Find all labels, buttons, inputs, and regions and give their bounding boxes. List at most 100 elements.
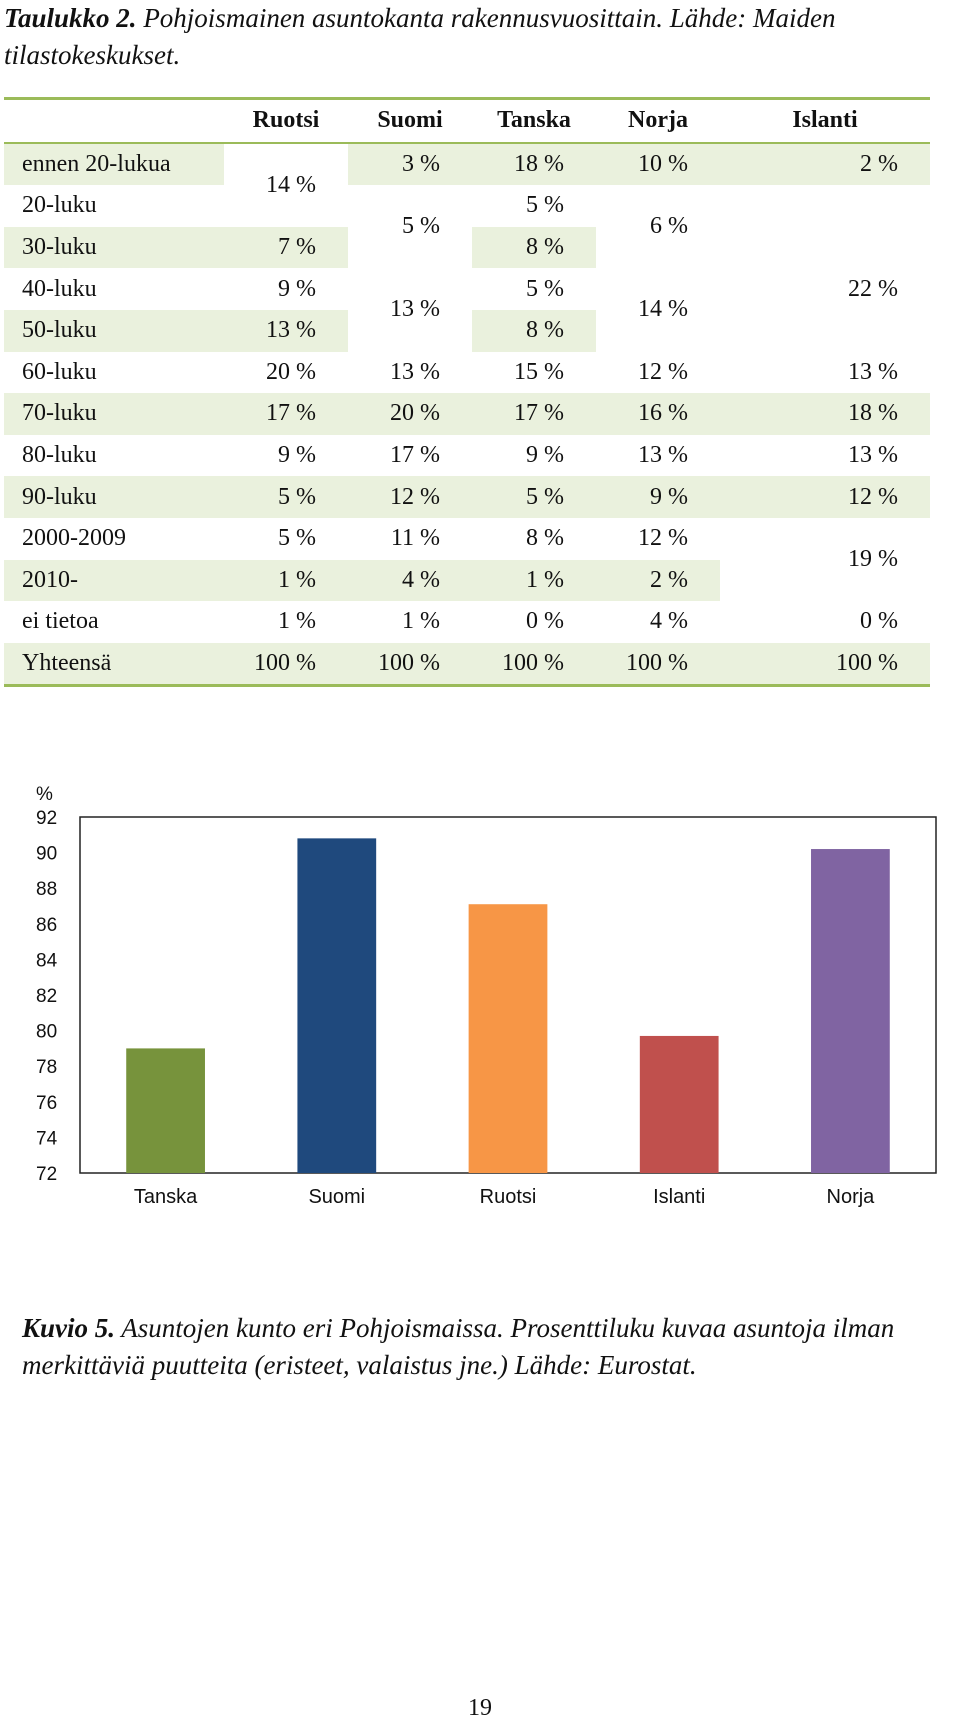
table-cell: 4 %	[348, 559, 472, 602]
row-label: 60-luku	[22, 358, 97, 385]
bars	[126, 838, 890, 1173]
table-cell: 1 %	[224, 559, 348, 602]
row-label: 40-luku	[22, 275, 97, 302]
table-cell: 5 %	[278, 525, 316, 552]
y-tick-label: 76	[36, 1093, 57, 1114]
table-cell: 15 %	[514, 358, 564, 385]
row-label: 70-luku	[4, 393, 224, 435]
row-label: Yhteensä	[4, 642, 224, 688]
table-cell: 2 %	[720, 142, 930, 186]
page-number: 19	[468, 1695, 492, 1721]
table-cell: 100 %	[472, 642, 596, 688]
table-row: 20-luku 5 % 5 % 6 %	[4, 185, 930, 239]
row-label: 90-luku	[4, 476, 224, 518]
table-cell: 1 %	[472, 559, 596, 602]
table-row: 70-luku 17 % 20 % 17 % 16 % 18 %	[4, 393, 930, 435]
table-caption-text: Pohjoismainen asuntokanta rakennusvuosit…	[4, 3, 836, 70]
y-axis-ticks: 92 90 88 86 84 82 80 78 76 74 72	[36, 808, 58, 1185]
row-label: 20-luku	[22, 192, 97, 219]
table-cell: 16 %	[596, 393, 720, 435]
row-label: 50-luku	[4, 309, 224, 352]
table-row: ennen 20-lukua 14 % 3 % 18 % 10 % 2 %	[4, 142, 930, 198]
table-cell: 100 %	[720, 642, 930, 688]
table-cell: 14 %	[638, 296, 688, 323]
table-cell-empty	[720, 185, 930, 227]
y-axis-label: %	[36, 784, 53, 805]
table-cell: 13 %	[390, 358, 440, 385]
table-cell: 11 %	[390, 525, 440, 552]
table-cell: 13 %	[848, 358, 898, 385]
header-cell-norja: Norja	[596, 96, 720, 144]
row-label: 80-luku	[22, 442, 97, 469]
row-label: 30-luku	[4, 226, 224, 269]
table-cell: 8 %	[526, 525, 564, 552]
bar-suomi	[297, 838, 377, 1173]
table-row: 90-luku 5 % 12 % 5 % 9 % 12 %	[4, 476, 930, 518]
table-cell: 13 %	[848, 442, 898, 469]
table-cell: 100 %	[348, 642, 472, 688]
y-tick-label: 74	[36, 1128, 58, 1149]
table-cell: 17 %	[472, 393, 596, 435]
table-cell: 17 %	[224, 393, 348, 435]
y-tick-label: 82	[36, 986, 57, 1007]
x-tick-label: Islanti	[653, 1186, 705, 1208]
bar-islanti	[639, 1035, 719, 1173]
header-cell-ruotsi: Ruotsi	[224, 96, 348, 144]
table-cell: 10 %	[596, 142, 720, 186]
table-row-total: Yhteensä 100 % 100 % 100 % 100 % 100 %	[4, 642, 930, 688]
figure-caption-text: Asuntojen kunto eri Pohjoismaissa. Prose…	[22, 1313, 895, 1380]
table-cell: 100 %	[224, 642, 348, 688]
row-label: ei tietoa	[22, 608, 99, 635]
table-cell: 5 %	[526, 275, 564, 302]
table-cell: 18 %	[472, 142, 596, 186]
table-cell: 0 %	[526, 608, 564, 635]
y-tick-label: 86	[36, 915, 57, 936]
housing-condition-bar-chart: % 92 90 88 86 84 82 80 78 76 74 72 Tanska Suomi Ruot…	[36, 784, 937, 1208]
table-row: 80-luku 9 % 17 % 9 % 13 % 13 %	[4, 435, 930, 477]
table-cell: 100 %	[596, 642, 720, 688]
row-label: 2010-	[4, 559, 224, 602]
bar-ruotsi	[468, 904, 548, 1173]
x-tick-label: Tanska	[134, 1186, 198, 1208]
table-cell: 9 %	[526, 442, 564, 469]
table-cell: 12 %	[720, 476, 930, 518]
table-cell: 12 %	[638, 525, 688, 552]
y-tick-label: 80	[36, 1022, 57, 1043]
header-cell-islanti: Islanti	[720, 96, 930, 144]
x-axis-labels: Tanska Suomi Ruotsi Islanti Norja	[134, 1186, 875, 1208]
table-cell: 5 %	[526, 192, 564, 219]
table-header-row: Ruotsi Suomi Tanska Norja Islanti	[4, 96, 930, 144]
housing-stock-table: Ruotsi Suomi Tanska Norja Islanti ennen …	[4, 96, 930, 688]
y-tick-label: 72	[36, 1164, 57, 1185]
table-row: ei tietoa 1 % 1 % 0 % 4 % 0 %	[4, 601, 930, 643]
bar-norja	[811, 849, 890, 1173]
x-tick-label: Ruotsi	[480, 1186, 537, 1208]
table-row: 40-luku 9 % 13 % 5 % 14 %	[4, 268, 930, 323]
table-cell: 9 %	[278, 442, 316, 469]
row-label: ennen 20-lukua	[4, 142, 224, 186]
y-tick-label: 90	[36, 844, 57, 865]
table-cell: 3 %	[348, 142, 472, 186]
table-cell: 18 %	[720, 393, 930, 435]
row-label: 2000-2009	[22, 525, 126, 552]
table-cell: 20 %	[348, 393, 472, 435]
table-cell: 5 %	[402, 213, 440, 240]
table-cell: 5 %	[224, 476, 348, 518]
table-row: 30-luku 7 % 8 % 22 %	[4, 226, 930, 302]
table-caption-lead: Taulukko 2.	[4, 3, 137, 33]
table-cell: 12 %	[638, 358, 688, 385]
y-tick-label: 84	[36, 950, 58, 971]
table-cell: 4 %	[650, 608, 688, 635]
header-cell-tanska: Tanska	[472, 96, 596, 144]
table-cell: 22 %	[848, 275, 898, 302]
table-cell: 8 %	[472, 309, 596, 352]
x-tick-label: Norja	[827, 1186, 876, 1208]
y-tick-label: 92	[36, 808, 57, 829]
table-cell: 9 %	[596, 476, 720, 518]
table-cell: 9 %	[278, 275, 316, 302]
table-cell: 8 %	[472, 226, 596, 269]
table-cell: 1 %	[278, 608, 316, 635]
table-cell: 6 %	[650, 213, 688, 240]
table-cell: 13 %	[638, 442, 688, 469]
table-cell: 1 %	[402, 608, 440, 635]
